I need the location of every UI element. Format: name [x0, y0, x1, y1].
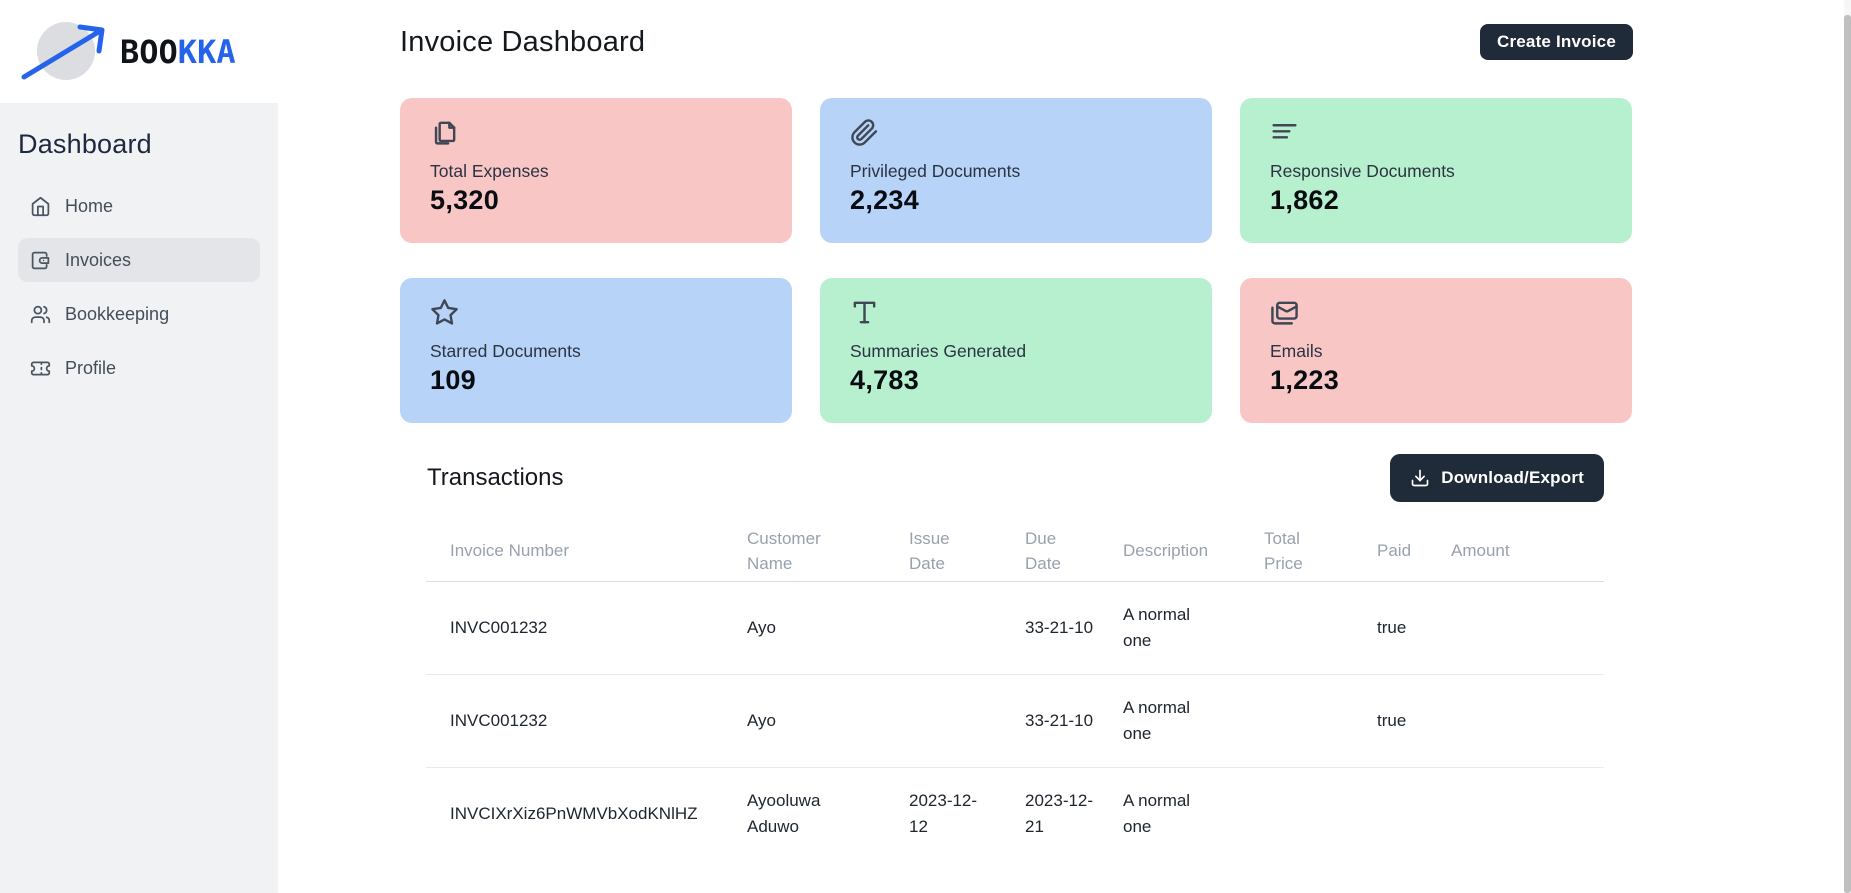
- ticket-icon: [30, 358, 51, 379]
- brand-name-primary: BOO: [120, 32, 178, 71]
- col-header-due-date: Due Date: [1025, 523, 1123, 582]
- cell-amount: [1451, 581, 1604, 675]
- mails-icon: [1270, 298, 1604, 327]
- main-header: Invoice Dashboard Create Invoice: [400, 22, 1633, 62]
- col-header-issue-date: Issue Date: [909, 523, 1025, 582]
- stat-card-summaries-generated: Summaries Generated 4,783: [820, 278, 1212, 423]
- wallet-icon: [30, 250, 51, 271]
- page-title: Invoice Dashboard: [400, 25, 646, 58]
- transactions-table: Invoice Number Customer Name Issue Date …: [426, 523, 1604, 860]
- main-content: Invoice Dashboard Create Invoice Total E…: [278, 0, 1851, 893]
- cell-description: A normal one: [1123, 674, 1264, 768]
- stat-card-label: Responsive Documents: [1270, 161, 1455, 181]
- stat-card-label: Emails: [1270, 341, 1323, 361]
- cell-amount: [1451, 767, 1604, 860]
- sidebar: BOOKKA Dashboard Home Invoices: [0, 0, 278, 893]
- copy-icon: [430, 118, 764, 147]
- sidebar-heading: Dashboard: [18, 129, 152, 159]
- star-icon: [430, 298, 764, 327]
- brand-name-secondary: KKA: [177, 32, 236, 71]
- sidebar-panel: Dashboard Home Invoices: [0, 103, 278, 893]
- table-header-row: Invoice Number Customer Name Issue Date …: [426, 523, 1604, 582]
- cell-issue-date: 2023-12-12: [909, 791, 978, 836]
- stat-card-value: 1,862: [1270, 185, 1340, 215]
- transactions-header: Transactions Download/Export: [427, 454, 1604, 502]
- col-header-invoice-number: Invoice Number: [426, 523, 747, 582]
- cell-due-date: 2023-12-21: [1025, 791, 1094, 836]
- stat-card-starred-documents: Starred Documents 109: [400, 278, 792, 423]
- cell-description: A normal one: [1123, 791, 1191, 836]
- transactions-section: Transactions Download/Export Invoice Num…: [400, 454, 1851, 860]
- users-icon: [30, 304, 51, 325]
- cell-customer-name: Ayo: [747, 674, 909, 768]
- cell-customer-name: Ayooluwa Aduwo: [747, 791, 821, 836]
- cell-total-price: [1264, 767, 1377, 860]
- col-header-amount: Amount: [1451, 523, 1604, 582]
- table-row[interactable]: INVC001232 Ayo 33-21-10 A normal one tru…: [426, 674, 1604, 768]
- sidebar-nav: Home Invoices Bookkeeping: [18, 184, 260, 390]
- cell-issue-date: [909, 581, 1025, 675]
- stat-card-total-expenses: Total Expenses 5,320: [400, 98, 792, 243]
- cell-description: A normal one: [1123, 581, 1264, 675]
- sidebar-item-bookkeeping[interactable]: Bookkeeping: [18, 292, 260, 336]
- stat-card-label: Starred Documents: [430, 341, 581, 361]
- cell-total-price: [1264, 581, 1377, 675]
- cell-paid: true: [1377, 581, 1451, 675]
- download-icon: [1410, 468, 1430, 488]
- sidebar-item-home[interactable]: Home: [18, 184, 260, 228]
- transactions-title: Transactions: [427, 464, 564, 491]
- brand-logo[interactable]: BOOKKA: [0, 0, 278, 103]
- cell-due-date: 33-21-10: [1025, 674, 1123, 768]
- home-icon: [30, 196, 51, 217]
- brand-name: BOOKKA: [120, 33, 236, 71]
- stat-card-label: Summaries Generated: [850, 341, 1027, 361]
- stat-cards: Total Expenses 5,320 Privileged Document…: [400, 98, 1633, 423]
- stat-card-label: Privileged Documents: [850, 161, 1021, 181]
- create-invoice-button[interactable]: Create Invoice: [1479, 24, 1633, 60]
- col-header-description: Description: [1123, 523, 1264, 582]
- download-export-button[interactable]: Download/Export: [1390, 454, 1604, 502]
- vertical-scrollbar[interactable]: [1844, 0, 1851, 893]
- stat-card-responsive-documents: Responsive Documents 1,862: [1240, 98, 1632, 243]
- cell-paid: [1377, 767, 1451, 860]
- align-left-icon: [1270, 118, 1604, 147]
- stat-card-label: Total Expenses: [430, 161, 549, 181]
- cell-total-price: [1264, 674, 1377, 768]
- stat-card-emails: Emails 1,223: [1240, 278, 1632, 423]
- table-row[interactable]: INVCIXrXiz6PnWMVbXodKNlHZ Ayooluwa Aduwo…: [426, 767, 1604, 860]
- table-row[interactable]: INVC001232 Ayo 33-21-10 A normal one tru…: [426, 581, 1604, 675]
- scrollbar-thumb[interactable]: [1844, 15, 1851, 893]
- cell-invoice-number: INVC001232: [426, 581, 747, 675]
- cell-issue-date: [909, 674, 1025, 768]
- sidebar-item-label: Invoices: [65, 249, 132, 270]
- col-header-total-price: Total Price: [1264, 523, 1377, 582]
- download-export-label: Download/Export: [1441, 468, 1584, 487]
- cell-paid: true: [1377, 674, 1451, 768]
- col-header-customer-name: Customer Name: [747, 523, 909, 582]
- cell-amount: [1451, 674, 1604, 768]
- col-header-paid: Paid: [1377, 523, 1451, 582]
- stat-card-value: 5,320: [430, 185, 500, 215]
- stat-card-privileged-documents: Privileged Documents 2,234: [820, 98, 1212, 243]
- stat-card-value: 2,234: [850, 185, 920, 215]
- cell-due-date: 33-21-10: [1025, 581, 1123, 675]
- sidebar-item-label: Home: [65, 195, 114, 216]
- stat-card-value: 4,783: [850, 365, 920, 395]
- sidebar-item-profile[interactable]: Profile: [18, 346, 260, 390]
- sidebar-item-invoices[interactable]: Invoices: [18, 238, 260, 282]
- paperclip-icon: [850, 118, 1184, 147]
- cell-invoice-number: INVCIXrXiz6PnWMVbXodKNlHZ: [450, 804, 698, 823]
- stat-card-value: 109: [430, 365, 476, 395]
- logo-arrow-icon: [21, 21, 105, 80]
- cell-customer-name: Ayo: [747, 581, 909, 675]
- sidebar-item-label: Bookkeeping: [65, 303, 170, 324]
- stat-card-value: 1,223: [1270, 365, 1340, 395]
- sidebar-item-label: Profile: [65, 357, 117, 378]
- type-icon: [850, 298, 1184, 327]
- cell-invoice-number: INVC001232: [426, 674, 747, 768]
